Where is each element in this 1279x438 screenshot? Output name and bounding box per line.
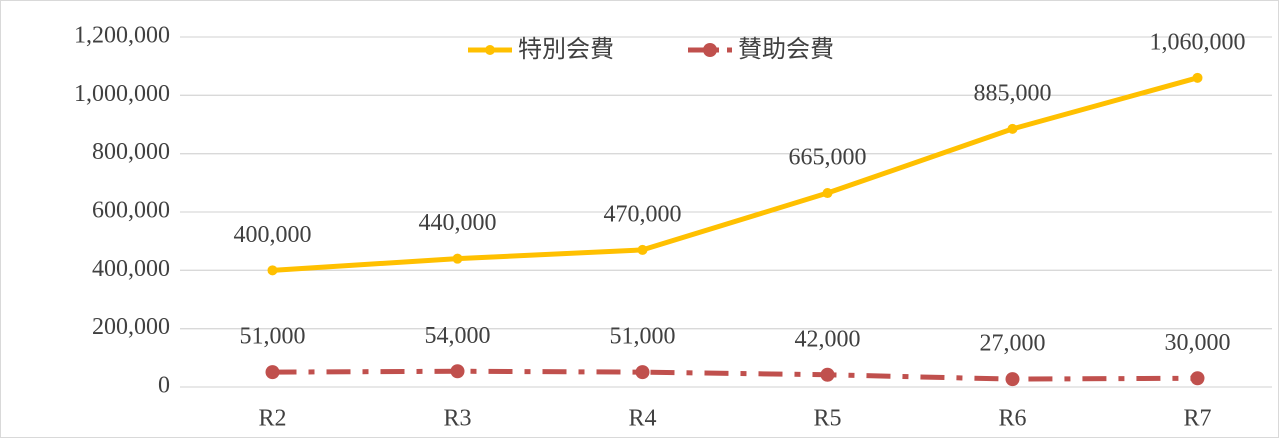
data-label: 54,000 [425, 323, 491, 349]
legend-label: 賛助会費 [738, 35, 834, 63]
point [267, 265, 278, 276]
data-label: 400,000 [234, 222, 312, 248]
y-tick-label: 1,200,000 [74, 23, 170, 49]
x-tick-label: R5 [813, 406, 841, 432]
y-tick-label: 600,000 [92, 198, 170, 224]
point [820, 367, 835, 382]
x-tick-label: R2 [258, 406, 286, 432]
y-tick-label: 800,000 [92, 139, 170, 165]
point [637, 244, 648, 255]
point [1192, 72, 1203, 83]
legend-label: 特別会費 [518, 35, 614, 63]
y-tick-label: 0 [158, 373, 170, 399]
point [265, 365, 280, 380]
point [1005, 372, 1020, 387]
x-tick-label: R4 [628, 406, 656, 432]
point [635, 365, 650, 380]
data-label: 440,000 [419, 210, 497, 236]
point [452, 253, 463, 264]
series-line [272, 75, 1199, 273]
point [1190, 371, 1205, 386]
data-label: 27,000 [980, 331, 1046, 357]
y-tick-label: 1,000,000 [74, 81, 170, 107]
data-label: 51,000 [610, 324, 676, 350]
legend-marker [485, 45, 495, 55]
data-label: 1,060,000 [1150, 29, 1246, 55]
legend-marker [703, 43, 717, 57]
series-line [272, 368, 1198, 382]
y-tick-label: 200,000 [92, 314, 170, 340]
data-label: 51,000 [240, 324, 306, 350]
x-tick-label: R3 [443, 406, 471, 432]
y-tick-label: 400,000 [92, 256, 170, 282]
data-label: 885,000 [974, 80, 1052, 106]
point [822, 188, 833, 199]
x-tick-label: R7 [1183, 406, 1211, 432]
point [1007, 123, 1018, 134]
data-label: 665,000 [789, 145, 867, 171]
data-label: 30,000 [1165, 330, 1231, 356]
data-label: 470,000 [604, 201, 682, 227]
point [450, 364, 465, 379]
data-label: 42,000 [795, 326, 861, 352]
x-tick-label: R6 [998, 406, 1026, 432]
